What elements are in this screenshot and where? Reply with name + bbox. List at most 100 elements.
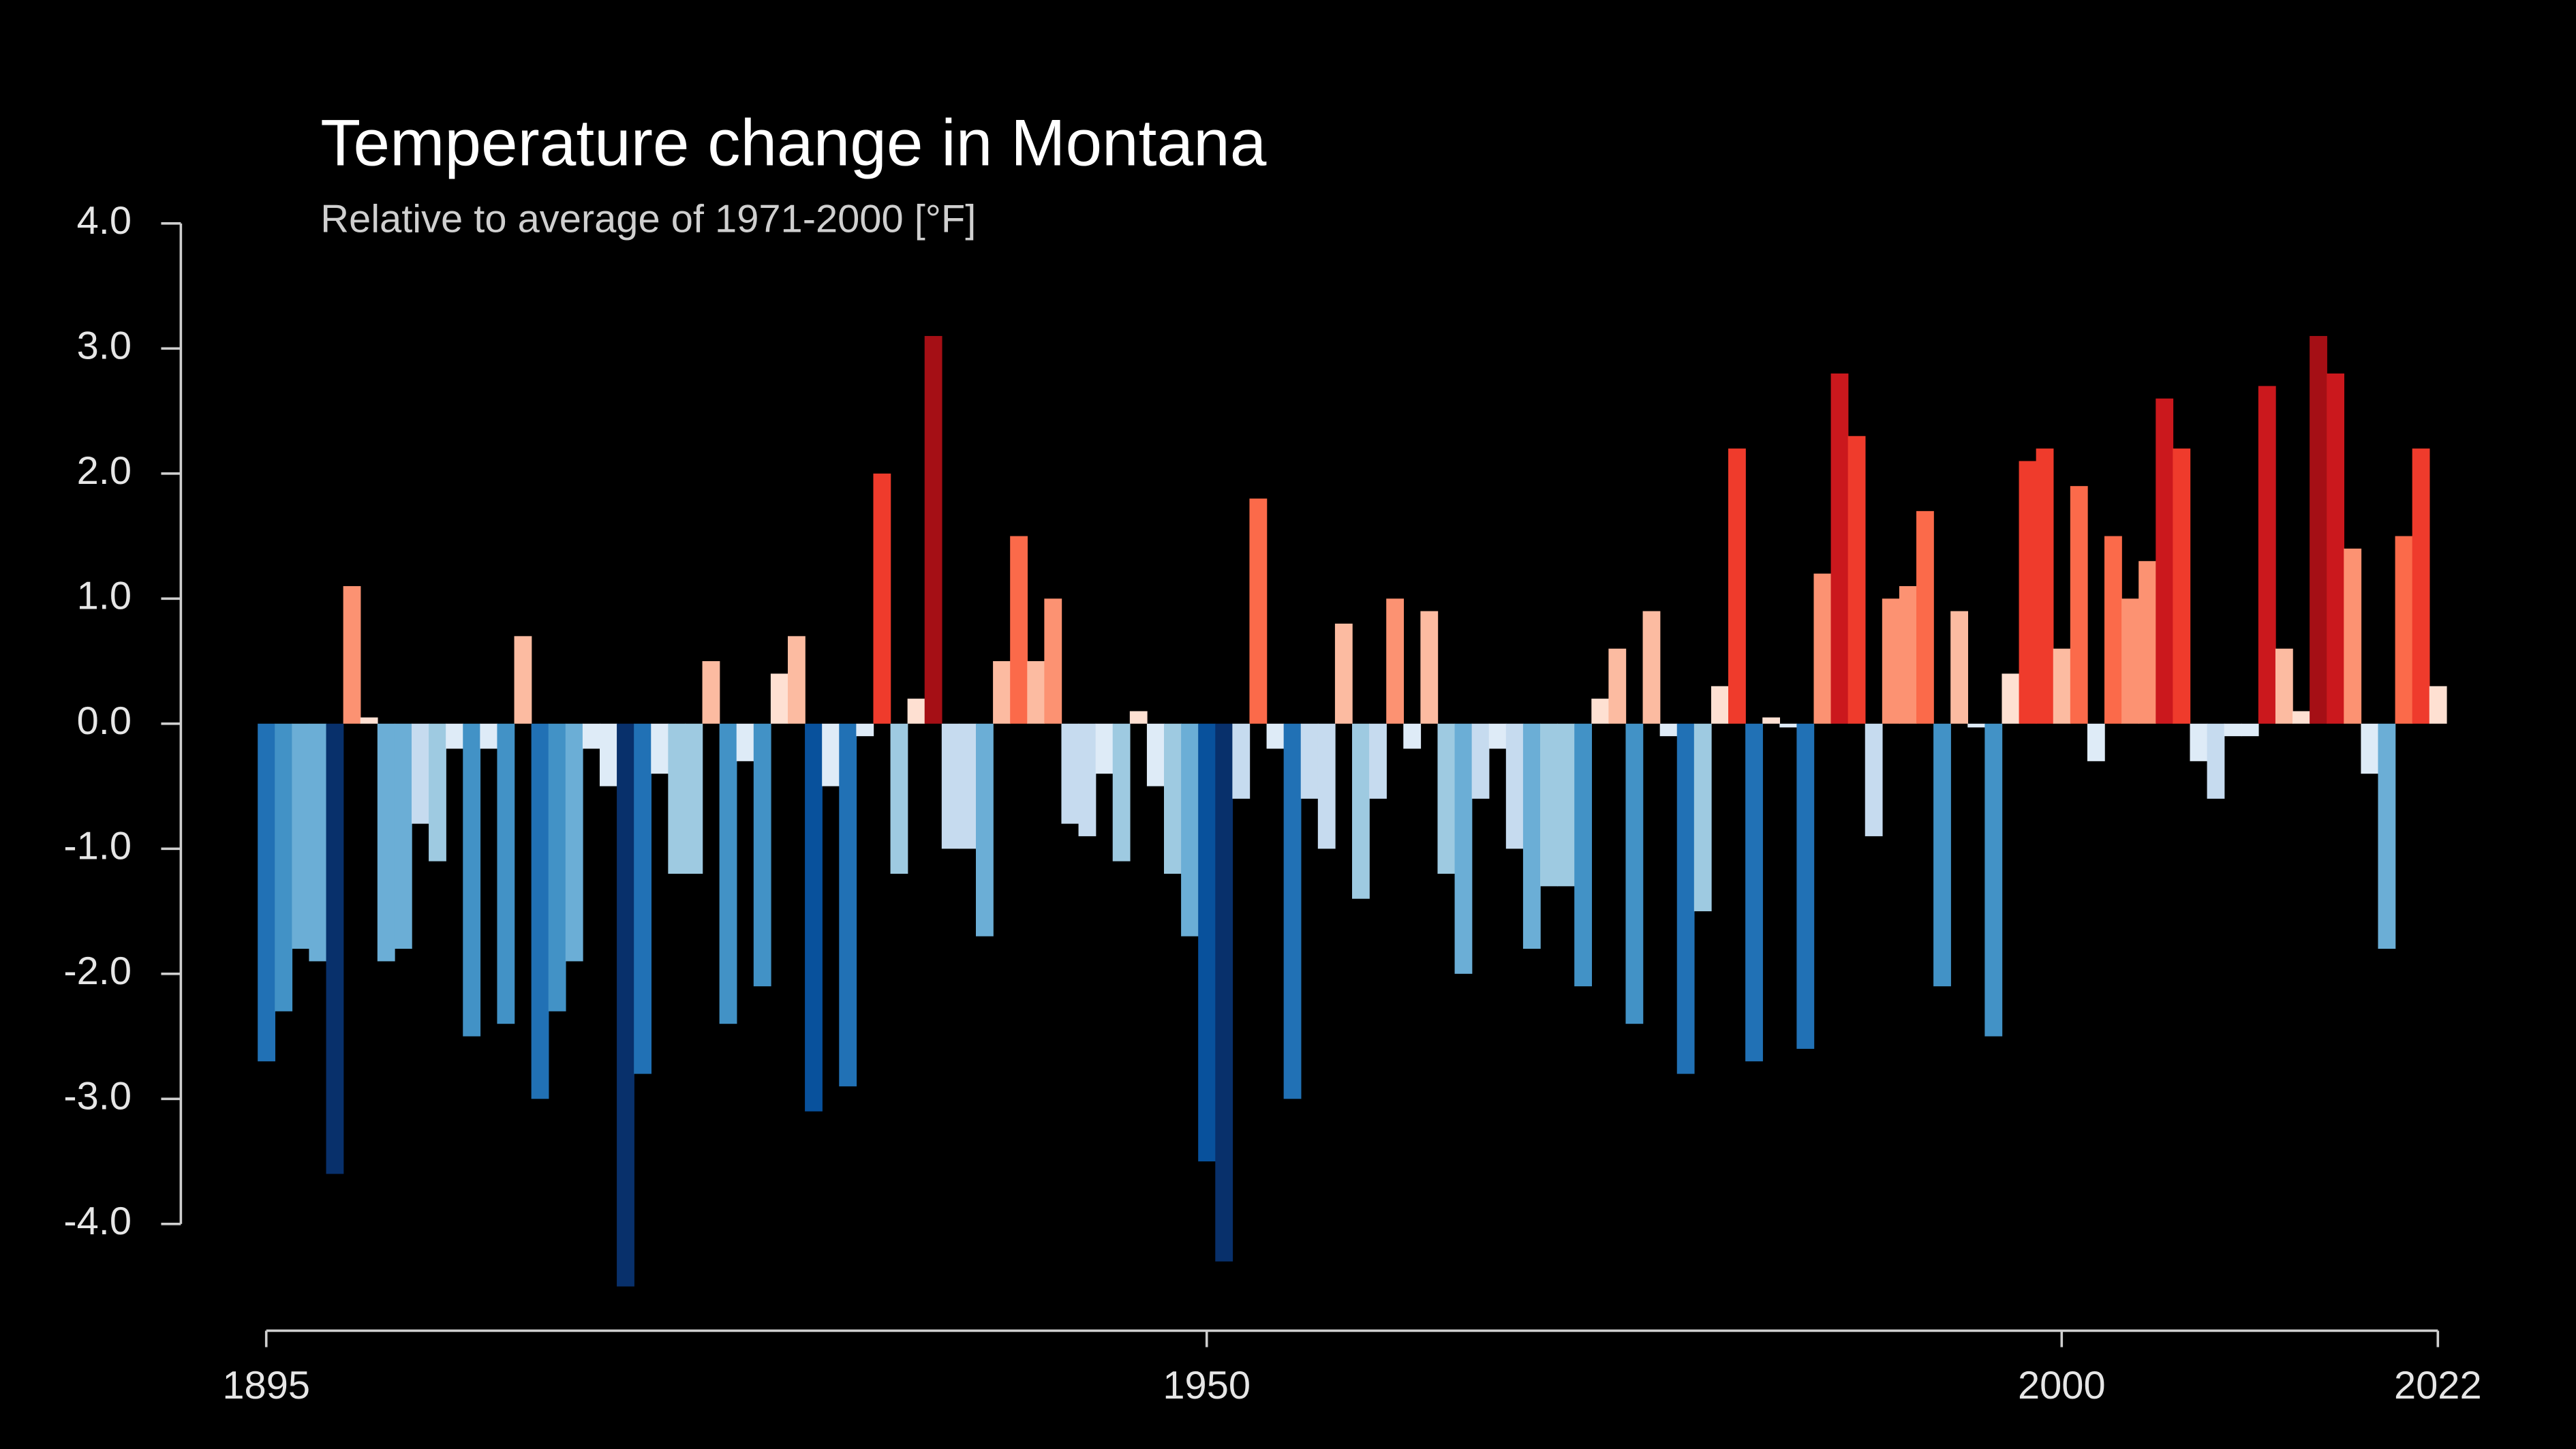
bar	[548, 723, 566, 1011]
bar	[1044, 598, 1062, 724]
bar	[2087, 723, 2105, 761]
bar	[2173, 448, 2191, 724]
bar	[1762, 717, 1781, 724]
bar	[975, 723, 994, 936]
y-tick-label: -1.0	[63, 825, 132, 868]
bar	[770, 673, 788, 724]
bar	[890, 723, 908, 874]
bar	[1352, 723, 1370, 899]
bar	[1540, 723, 1558, 887]
y-tick-label: 0.0	[77, 699, 132, 743]
bar	[2121, 598, 2139, 724]
bar	[1933, 723, 1951, 987]
bar	[2310, 335, 2327, 724]
bar	[2156, 398, 2174, 724]
bar	[1095, 723, 1114, 774]
bar	[924, 335, 942, 724]
y-tick-label: -3.0	[63, 1075, 132, 1118]
bar	[480, 723, 498, 749]
bar	[429, 723, 446, 861]
bar	[1300, 723, 1319, 799]
bar	[822, 723, 840, 787]
bar	[839, 723, 857, 1086]
bar	[873, 473, 891, 724]
bar	[685, 723, 703, 874]
bar	[993, 661, 1011, 724]
bar	[1317, 723, 1336, 849]
bar	[2138, 561, 2157, 724]
y-tick-label: 4.0	[77, 199, 132, 243]
bar	[1249, 498, 1268, 724]
bar	[258, 723, 275, 1062]
bar	[446, 723, 463, 749]
bar	[1198, 723, 1216, 1162]
bar	[2378, 723, 2396, 949]
bar	[651, 723, 669, 774]
chart-subtitle: Relative to average of 1971-2000 [°F]	[320, 198, 976, 241]
bar	[2036, 448, 2054, 724]
bar	[753, 723, 771, 987]
bar	[1728, 448, 1746, 724]
bar	[514, 636, 532, 724]
bar	[2190, 723, 2208, 761]
bar	[531, 723, 549, 1099]
bar	[360, 717, 378, 724]
bar	[2224, 723, 2242, 737]
bar	[856, 723, 874, 737]
bar	[1830, 373, 1849, 724]
x-tick-label: 1950	[1163, 1364, 1251, 1407]
bar	[2275, 648, 2293, 724]
bar	[2293, 711, 2310, 724]
bar	[1608, 648, 1627, 724]
bar	[2019, 461, 2037, 724]
bar	[2429, 686, 2447, 724]
x-tick-label: 1895	[222, 1364, 310, 1407]
y-tick-label: 3.0	[77, 324, 132, 368]
bar	[1950, 611, 1969, 724]
bar	[1505, 723, 1524, 849]
bar	[377, 723, 395, 962]
bar	[1334, 623, 1353, 724]
bar	[497, 723, 515, 1024]
bar	[2327, 373, 2345, 724]
bar	[292, 723, 310, 949]
bar	[1865, 723, 1883, 836]
bar	[2104, 536, 2122, 724]
y-tick-label: 1.0	[77, 575, 132, 618]
bar	[1676, 723, 1695, 1074]
bar	[617, 723, 634, 1287]
bar	[1420, 611, 1439, 724]
bar	[343, 585, 361, 724]
bar	[1967, 723, 1986, 728]
bar	[2241, 723, 2259, 737]
bar	[1882, 598, 1900, 724]
bar	[309, 723, 327, 962]
bar	[2344, 548, 2362, 724]
bar	[1369, 723, 1387, 799]
bar	[2207, 723, 2225, 799]
bar	[1112, 723, 1131, 861]
bar	[1454, 723, 1473, 974]
bar	[1146, 723, 1165, 787]
bar	[1796, 723, 1815, 1049]
bar	[1574, 723, 1593, 987]
bar	[1847, 436, 1866, 724]
bar	[805, 723, 823, 1112]
bar	[411, 723, 429, 824]
y-tick-label: 2.0	[77, 449, 132, 493]
bar	[1625, 723, 1644, 1024]
bar	[565, 723, 583, 962]
bar	[1711, 686, 1729, 724]
bar	[1164, 723, 1182, 874]
bar	[1129, 711, 1148, 724]
x-tick-label: 2000	[2018, 1364, 2106, 1407]
bar	[907, 699, 925, 724]
bar	[1078, 723, 1097, 836]
bar	[1283, 723, 1302, 1099]
bar	[1642, 611, 1661, 724]
bar	[1591, 699, 1610, 724]
bar	[1266, 723, 1285, 749]
bar	[1061, 723, 1079, 824]
bar	[1745, 723, 1763, 1062]
